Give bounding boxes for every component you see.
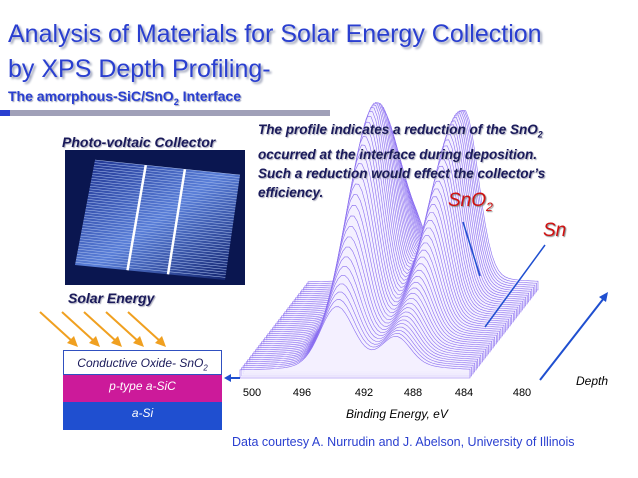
panel-line	[93, 167, 239, 184]
sun-arrow	[61, 311, 96, 343]
panel-line	[75, 259, 226, 275]
panel-line	[87, 199, 235, 215]
panel-line	[84, 212, 233, 228]
photo-label: Photo-voltaic Collector	[62, 134, 216, 150]
sun-arrow	[105, 311, 140, 343]
panel-line	[89, 186, 237, 202]
note-line: efficiency.	[258, 184, 324, 200]
panel-line	[77, 251, 227, 268]
sun-arrowhead	[133, 336, 144, 347]
surface-slice	[239, 306, 471, 379]
panel-line	[82, 222, 232, 239]
sn-pointer	[484, 244, 546, 328]
title-line-2: by XPS Depth Profiling-	[8, 55, 271, 83]
panel-line	[92, 172, 239, 189]
panel-line	[79, 238, 229, 254]
panel-line	[91, 175, 238, 191]
x-tick-label: 492	[354, 387, 374, 399]
sun-arrow	[83, 311, 118, 343]
x-tick-label: 500	[242, 387, 262, 399]
sun-arrowhead	[111, 336, 122, 347]
panel-line	[91, 178, 238, 194]
sun-arrowhead	[155, 336, 166, 347]
panel-line	[86, 201, 235, 218]
panel-line	[80, 233, 230, 249]
panel-bus	[166, 169, 187, 275]
energy-arrowhead	[224, 374, 231, 382]
sno2-label: SnO2	[448, 190, 493, 214]
panel-line	[90, 183, 237, 199]
note: The profile indicates a reduction of the…	[258, 120, 545, 202]
panel-line	[94, 159, 241, 176]
x-axis-label: Binding Energy, eV	[346, 407, 448, 421]
panel-line	[90, 180, 238, 197]
panel-line	[82, 225, 231, 241]
x-tick-label: 484	[454, 387, 474, 399]
sno2-text: SnO	[448, 190, 487, 211]
panel-line	[88, 193, 236, 210]
subtitle: The amorphous-SiC/SnO2 Interface	[8, 88, 241, 107]
subtitle-text: The amorphous-SiC/SnO	[8, 88, 174, 104]
panel-line	[94, 162, 240, 178]
credit: Data courtesy A. Nurrudin and J. Abelson…	[232, 435, 575, 449]
note-line: occurred at the interface during deposit…	[258, 146, 538, 162]
panel-line	[93, 165, 240, 181]
sn-label: Sn	[543, 220, 567, 241]
sun-arrow	[127, 311, 162, 343]
x-tick-label: 496	[292, 387, 312, 399]
title-line-1: Analysis of Materials for Solar Energy C…	[8, 20, 542, 48]
depth-arrow	[539, 297, 605, 381]
panel-line	[76, 256, 227, 273]
layer-sub: 2	[203, 363, 208, 373]
panel-line	[85, 209, 233, 226]
panel-line	[89, 188, 236, 205]
panel-line	[79, 241, 229, 257]
sun-arrows	[39, 311, 166, 347]
depth-arrowhead	[599, 292, 608, 302]
panel-line	[85, 207, 234, 223]
panel-line	[84, 214, 233, 231]
title-bar-accent	[0, 110, 10, 116]
sno2-pointer	[462, 221, 481, 277]
sno2-sub: 2	[486, 199, 493, 214]
panel-line	[88, 191, 236, 207]
panel-line	[78, 246, 228, 262]
panel-line	[81, 230, 230, 247]
panel-bus	[126, 165, 147, 271]
panel-line	[87, 196, 235, 212]
panel-line	[80, 235, 230, 252]
sun-arrowhead	[67, 336, 78, 347]
panel-line	[92, 170, 239, 186]
panel-line	[78, 243, 229, 260]
panel-line	[81, 228, 231, 244]
xps-surface	[239, 102, 539, 379]
subtitle-rest: Interface	[178, 88, 241, 104]
panel-line	[77, 249, 228, 265]
panel-line	[83, 217, 232, 233]
note-sub: 2	[537, 129, 543, 140]
sun-arrowhead	[89, 336, 100, 347]
layer-sic: p-type a-SiC	[63, 375, 222, 402]
layer-oxide: Conductive Oxide- SnO2	[63, 350, 222, 375]
layer-text: Conductive Oxide- SnO	[77, 356, 204, 370]
depth-label: Depth	[576, 374, 609, 388]
panel-line	[76, 254, 227, 270]
solar-label: Solar Energy	[68, 290, 155, 306]
sun-arrow	[39, 311, 74, 343]
x-tick-label: 480	[512, 387, 532, 399]
panel-line	[86, 204, 234, 220]
layer-si: a-Si	[63, 402, 222, 430]
subtitle-sub: 2	[173, 96, 179, 107]
panel-line	[83, 220, 232, 236]
x-tick-label: 488	[403, 387, 423, 399]
panel-line	[75, 262, 226, 278]
panel-lines	[75, 159, 241, 278]
title-bar	[0, 110, 330, 116]
note-text: The profile indicates a reduction of the…	[258, 122, 538, 137]
note-line: Such a reduction would effect the collec…	[258, 165, 546, 181]
note-line: The profile indicates a reduction of the…	[258, 120, 545, 145]
